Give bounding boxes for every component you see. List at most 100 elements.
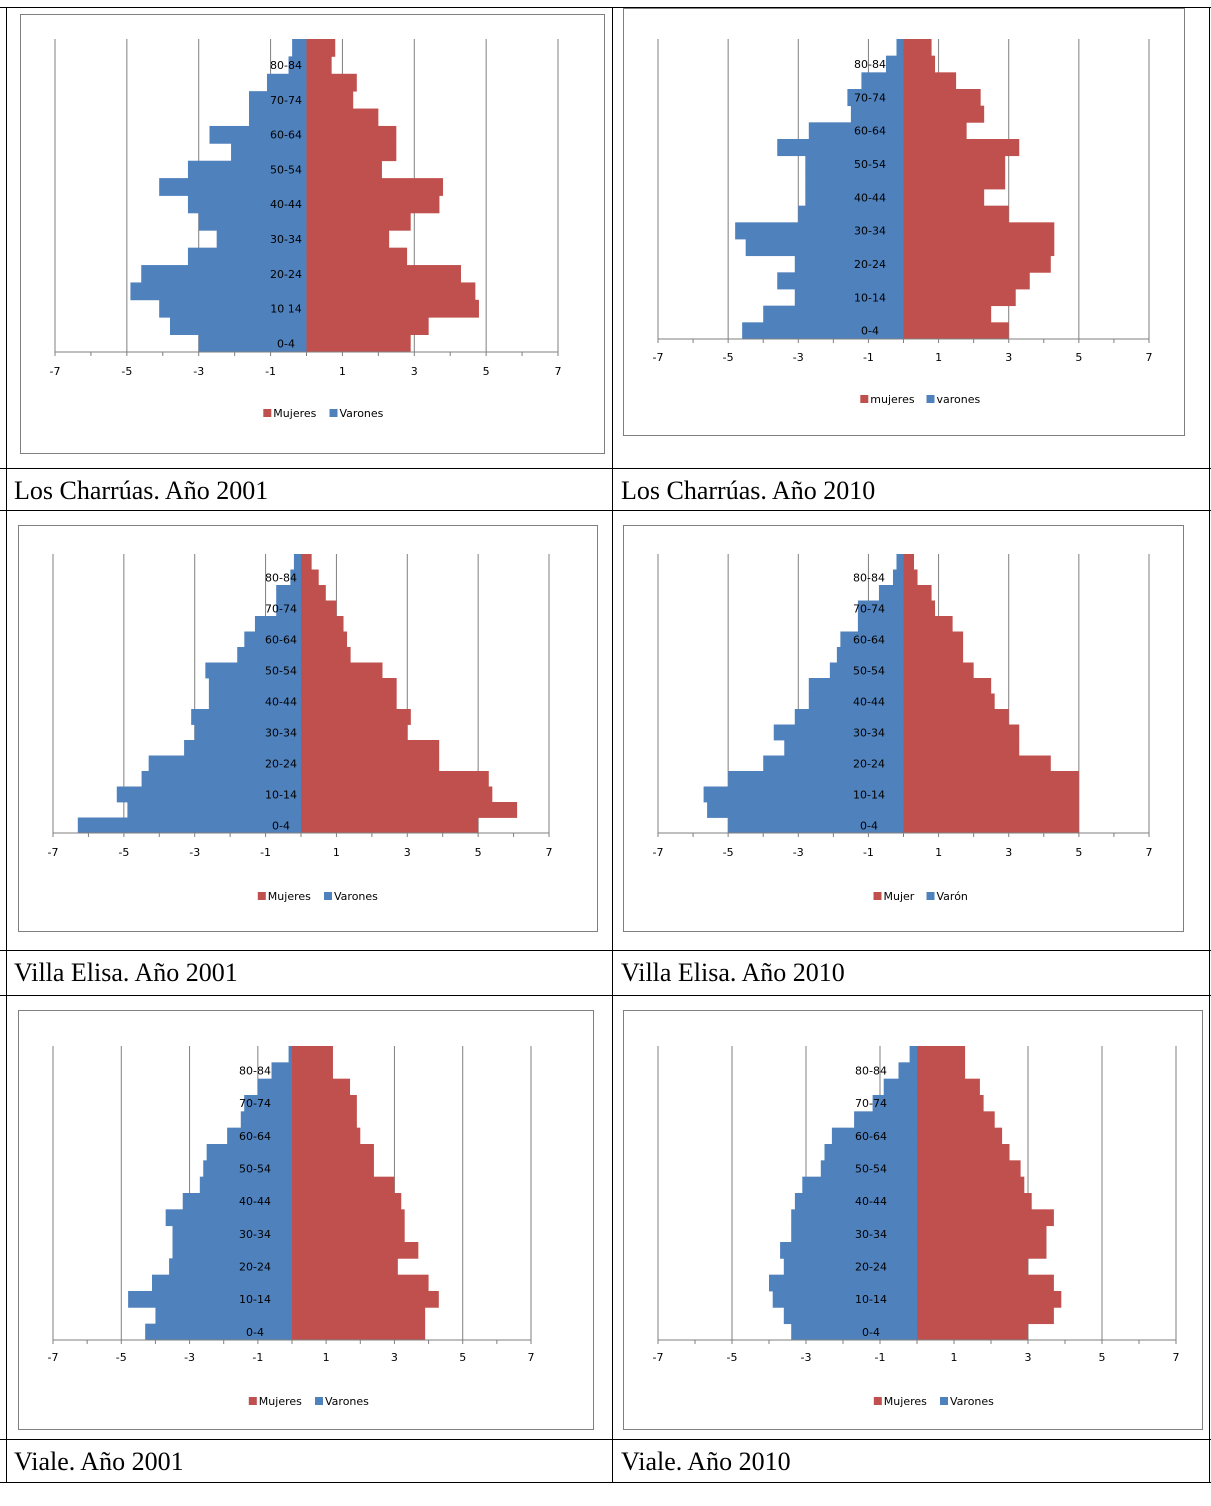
y-tick-label: 60-64 (270, 129, 302, 142)
bar-women (301, 569, 319, 586)
y-tick-label: 40-44 (265, 695, 297, 708)
bar-women (301, 662, 383, 679)
bar-men (182, 1193, 292, 1210)
legend-label-women: Mujeres (268, 890, 311, 903)
bar-women (903, 554, 915, 570)
bar-men (909, 1046, 917, 1063)
bar-women (301, 554, 312, 570)
legend-swatch-women (263, 409, 272, 417)
bar-men (783, 1307, 917, 1325)
bar-women (292, 1193, 402, 1210)
bar-men (216, 230, 307, 249)
bar-women (292, 1176, 395, 1194)
y-tick-label: 50-54 (265, 664, 297, 677)
bar-women (903, 239, 1055, 257)
bar-men (141, 771, 301, 787)
y-tick-label: 80-84 (854, 58, 886, 71)
y-tick-label: 20-24 (855, 1261, 887, 1274)
y-tick-label: 20-24 (853, 757, 885, 770)
bar-men (808, 678, 904, 694)
bar-men (883, 1078, 917, 1096)
bar-men (794, 709, 904, 725)
y-tick-label: 10-14 (265, 788, 297, 801)
legend-label-women: Mujeres (259, 1395, 302, 1408)
x-tick-label: -7 (50, 365, 61, 378)
x-tick-label: 1 (935, 846, 942, 859)
bar-men (206, 1144, 292, 1161)
bar-women (306, 56, 332, 75)
y-tick-label: 60-64 (853, 633, 885, 646)
table-border-top (0, 7, 1211, 8)
bar-women (917, 1323, 1028, 1341)
y-tick-label: 30-34 (853, 726, 885, 739)
bar-men (172, 1225, 292, 1243)
bar-women (306, 73, 357, 92)
legend-label-women: mujeres (870, 393, 915, 406)
y-tick-label: 60-64 (855, 1130, 887, 1143)
table-border-middle (612, 7, 613, 1483)
bar-men (194, 724, 301, 741)
y-tick-label: 50-54 (270, 163, 302, 176)
bar-women (301, 693, 397, 710)
y-tick-label: 10-14 (239, 1293, 271, 1306)
y-tick-label: 70-74 (265, 602, 297, 615)
bar-women (903, 222, 1055, 240)
x-tick-label: -1 (875, 1351, 886, 1364)
bar-women (903, 740, 1020, 756)
bar-men (791, 1225, 917, 1243)
x-tick-label: -7 (48, 846, 59, 859)
chart-los-charruas-2001: -7 -5 -3 -1 1 3 5 7 0-4 10 14 20-24 30-34 40-44 50-54… (20, 14, 605, 454)
bar-women (306, 334, 411, 353)
bar-women (917, 1144, 1010, 1161)
x-tick-label: 7 (1146, 846, 1153, 859)
y-tick-label: 20-24 (270, 268, 302, 281)
bar-women (306, 317, 429, 336)
legend-label-men: Varones (325, 1395, 369, 1408)
bar-men (128, 1291, 292, 1308)
bar-men (707, 802, 904, 818)
table-border-right (1209, 7, 1210, 1483)
bar-men (794, 255, 904, 273)
bar-men (773, 724, 904, 741)
y-tick-label: 0-4 (862, 1326, 880, 1339)
bar-women (917, 1111, 995, 1129)
bar-women (301, 755, 440, 772)
bar-men (878, 585, 904, 601)
x-tick-label: 7 (1146, 351, 1153, 364)
bar-men (187, 247, 307, 266)
x-tick-label: -5 (727, 1351, 738, 1364)
x-tick-label: 5 (459, 1351, 466, 1364)
bar-women (301, 771, 489, 787)
bar-men (829, 662, 904, 679)
y-tick-label: 70-74 (853, 602, 885, 615)
y-tick-label: 40-44 (270, 198, 302, 211)
bar-men (763, 305, 904, 323)
bar-men (735, 222, 904, 240)
x-tick-label: 7 (546, 846, 553, 859)
x-tick-label: 5 (483, 365, 490, 378)
bar-men (184, 740, 301, 756)
bar-men (808, 122, 904, 140)
bar-women (301, 817, 479, 834)
y-tick-label: 80-84 (853, 571, 885, 584)
bar-men (130, 282, 307, 301)
x-tick-label: 3 (391, 1351, 398, 1364)
bar-men (293, 554, 301, 570)
bar-women (292, 1062, 333, 1080)
y-tick-label: 80-84 (270, 59, 302, 72)
bar-women (306, 91, 354, 109)
bar-women (903, 55, 936, 73)
bar-women (917, 1160, 1021, 1178)
caption-los-charruas-2010: Los Charrúas. Año 2010 (621, 476, 876, 505)
chart-viale-2010: -7 -5 -3 -1 1 3 5 7 0-4 10-14 20-24 30-34 40-44 50-54… (623, 1010, 1203, 1430)
legend-swatch-women (248, 1397, 257, 1405)
bar-women (903, 585, 932, 601)
bar-women (292, 1160, 374, 1178)
bar-men (857, 600, 904, 617)
legend-swatch-men (329, 409, 338, 417)
bar-men (763, 755, 904, 772)
x-tick-label: -1 (863, 351, 874, 364)
bar-women (903, 122, 967, 140)
x-tick-label: 1 (951, 1351, 958, 1364)
x-tick-label: 3 (1005, 846, 1012, 859)
